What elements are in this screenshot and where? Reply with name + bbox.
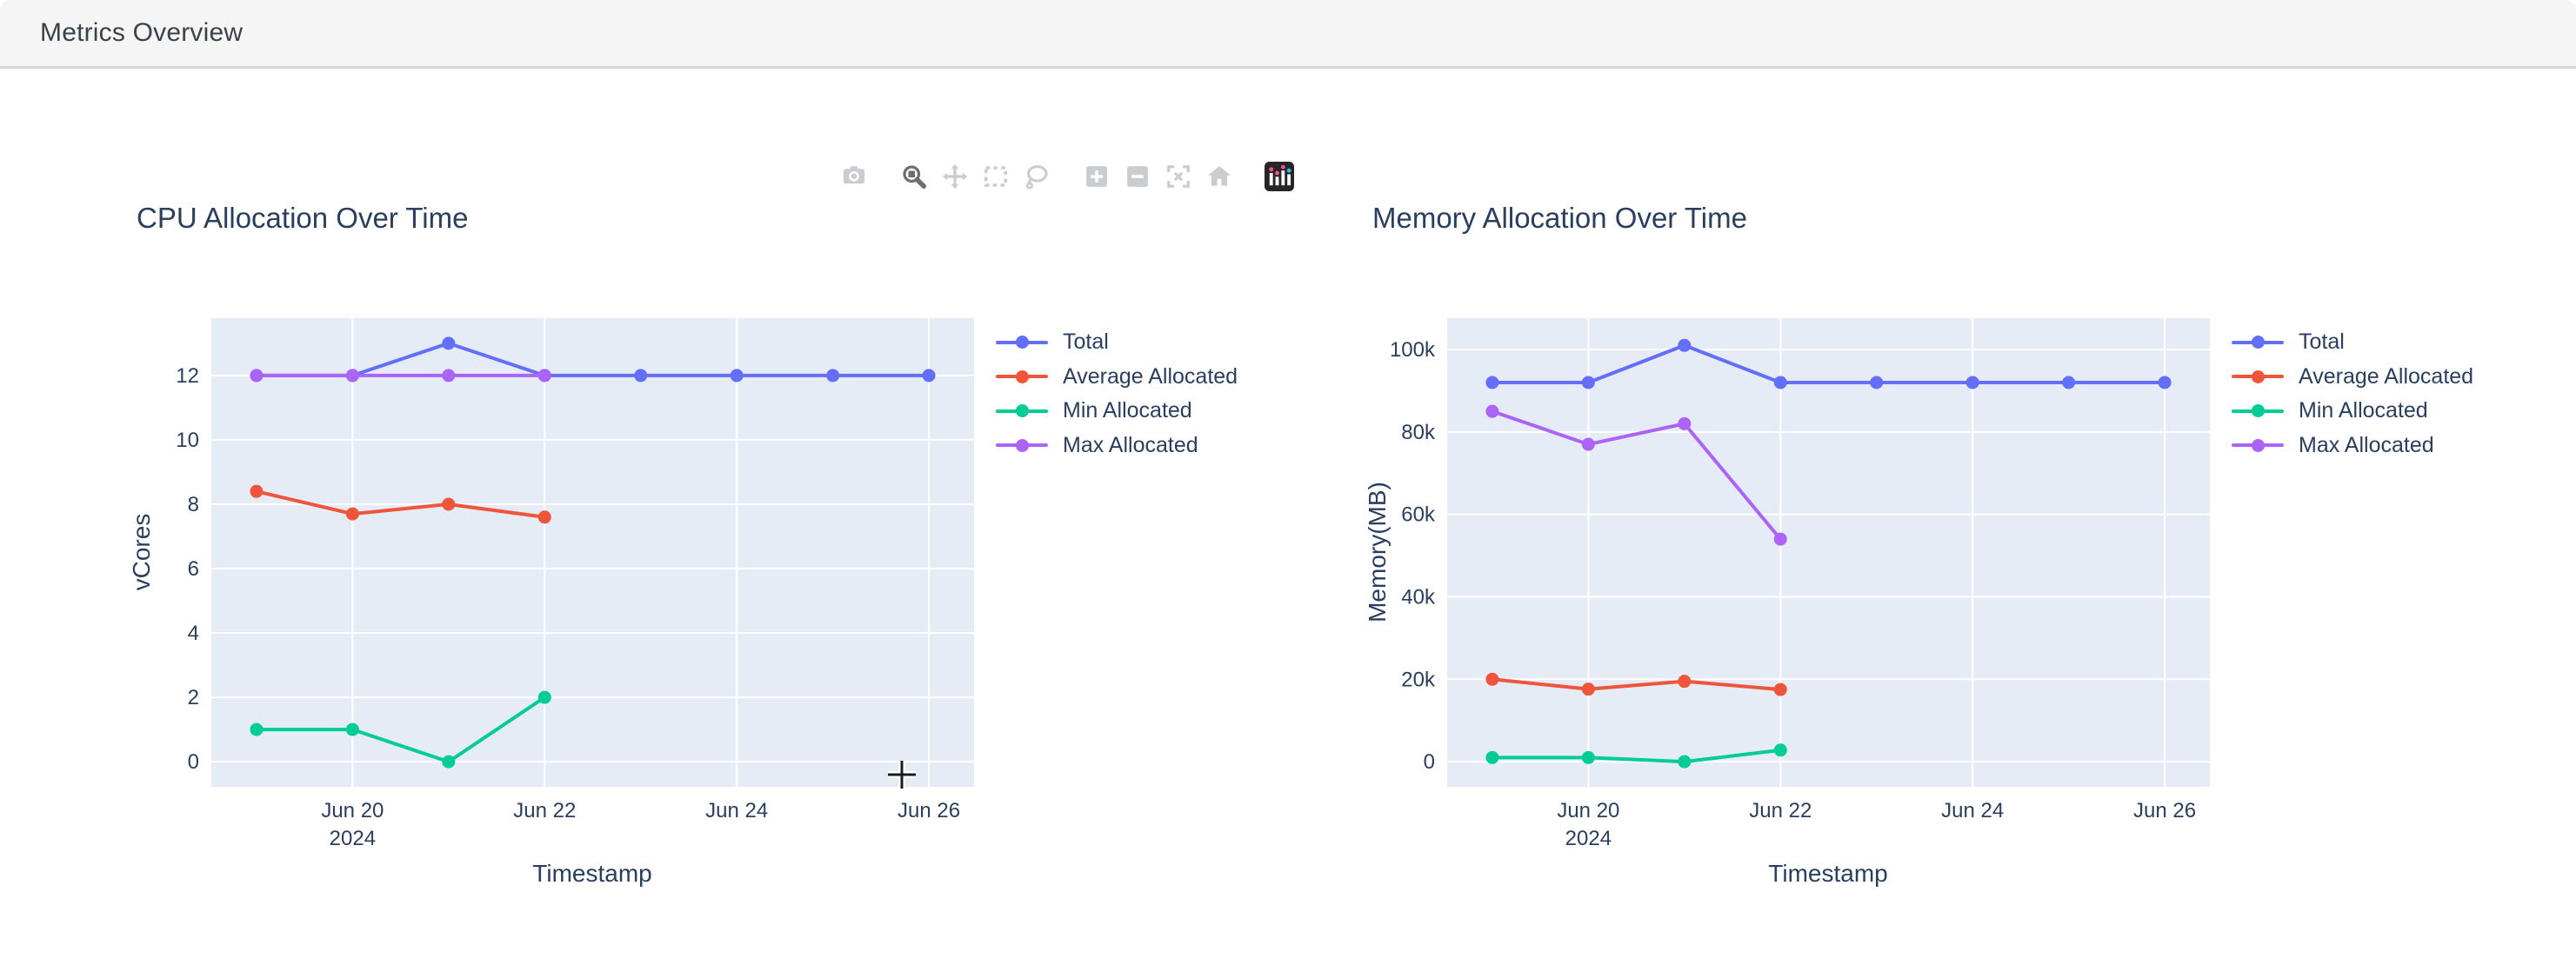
cpu-chart-figure: 0 2 4 6 8 10 12 Jun 20 2024 Jun 22 Jun 24 Jun 26 vC…: [0, 71, 1340, 972]
dashboard-canvas: 0 2 4 6 8 10 12 Jun 20 2024 Jun 22 Jun 24 Jun 26 vC…: [0, 71, 2576, 972]
plot-layer: 0 20k 40k 60k 80k 100k Jun 20 2024 Jun 22 Jun 24 J…: [1390, 318, 2210, 850]
series-average-allocated: [1485, 672, 1787, 696]
legend-sample: [996, 404, 1048, 418]
y-tick-label: 6: [188, 557, 199, 581]
y-tick-label: 60k: [1401, 503, 1436, 527]
legend-item-min-allocated[interactable]: Min Allocated: [996, 394, 1238, 429]
y-tick-label: 0: [1424, 750, 1435, 774]
y-tick-label: 20k: [1401, 668, 1436, 691]
y-tick-label: 8: [188, 493, 199, 516]
series-total: [1485, 338, 2172, 389]
plotly-logo-icon[interactable]: [1265, 162, 1294, 191]
chart-title: Memory Allocation Over Time: [1372, 202, 1747, 234]
x-tick-label: Jun 24: [1941, 799, 2004, 822]
legend: Total Average Allocated Min Allocated Max A…: [996, 325, 1238, 463]
y-tick-label: 80k: [1401, 421, 1436, 444]
x-axis-title: Timestamp: [532, 860, 651, 887]
legend: Total Average Allocated Min Allocated Max A…: [2232, 325, 2473, 463]
plot-area[interactable]: [211, 318, 974, 787]
x-tick-sublabel: 2024: [1565, 827, 1612, 850]
window-titlebar: Metrics Overview: [0, 0, 2576, 69]
y-tick-label: 10: [176, 429, 199, 452]
autoscale-icon[interactable]: [1164, 162, 1193, 191]
x-tick-label: Jun 24: [705, 799, 768, 822]
legend-item-min-allocated[interactable]: Min Allocated: [2232, 394, 2473, 429]
x-tick-label: Jun 26: [2133, 799, 2196, 822]
y-tick-label: 100k: [1390, 338, 1436, 362]
legend-label: Max Allocated: [2299, 432, 2434, 457]
x-tick-label: Jun 22: [513, 799, 576, 822]
x-tick-sublabel: 2024: [330, 827, 376, 850]
y-tick-label: 2: [188, 686, 199, 709]
lasso-select-icon[interactable]: [1022, 162, 1051, 191]
pan-icon[interactable]: [940, 162, 970, 191]
zoom-icon[interactable]: [899, 162, 929, 191]
series-max-allocated: [1485, 404, 1787, 546]
series-average-allocated: [250, 484, 551, 524]
legend-label: Min Allocated: [1063, 398, 1192, 423]
legend-item-average-allocated[interactable]: Average Allocated: [996, 360, 1238, 395]
legend-sample: [2232, 438, 2284, 452]
x-tick-label: Jun 26: [898, 799, 960, 822]
legend-label: Total: [1063, 330, 1109, 355]
legend-item-max-allocated[interactable]: Max Allocated: [996, 429, 1238, 463]
plot-area[interactable]: [1447, 318, 2210, 787]
legend-sample: [2232, 369, 2284, 383]
legend-item-total[interactable]: Total: [2232, 325, 2473, 360]
x-axis-title: Timestamp: [1768, 860, 1887, 887]
legend-label: Total: [2299, 330, 2345, 355]
legend-item-average-allocated[interactable]: Average Allocated: [2232, 360, 2473, 395]
legend-label: Average Allocated: [1063, 363, 1238, 389]
legend-item-total[interactable]: Total: [996, 325, 1238, 360]
legend-label: Average Allocated: [2299, 363, 2474, 389]
legend-item-max-allocated[interactable]: Max Allocated: [2232, 429, 2473, 463]
x-tick-label: Jun 22: [1749, 799, 1812, 822]
modebar: [839, 160, 1294, 193]
legend-sample: [2232, 336, 2284, 350]
home-icon[interactable]: [1205, 162, 1234, 191]
legend-sample: [2232, 404, 2284, 418]
legend-label: Min Allocated: [2299, 398, 2428, 423]
legend-sample: [996, 369, 1048, 383]
legend-sample: [996, 336, 1048, 350]
y-axis-title: Memory(MB): [1364, 482, 1391, 622]
zoom-out-icon[interactable]: [1123, 162, 1152, 191]
zoom-in-icon[interactable]: [1082, 162, 1111, 191]
y-tick-label: 4: [188, 622, 199, 645]
series-max-allocated: [250, 369, 551, 383]
cpu-plot-svg: 0 2 4 6 8 10 12 Jun 20 2024 Jun 22 Jun 24 Jun 26 vC…: [128, 318, 974, 887]
legend-label: Max Allocated: [1063, 432, 1198, 457]
y-tick-label: 0: [188, 750, 199, 774]
memory-plot-svg: 0 20k 40k 60k 80k 100k Jun 20 2024 Jun 22 Jun 24 J…: [1364, 318, 2210, 887]
x-tick-label: Jun 20: [321, 799, 384, 822]
memory-chart-figure: 0 20k 40k 60k 80k 100k Jun 20 2024 Jun 22 Jun 24 J…: [1236, 71, 2576, 972]
chart-title: CPU Allocation Over Time: [137, 202, 469, 234]
y-tick-label: 12: [176, 364, 199, 388]
camera-icon[interactable]: [839, 162, 869, 191]
window-title: Metrics Overview: [40, 18, 244, 47]
series-min-allocated: [250, 690, 551, 769]
y-axis-title: vCores: [128, 514, 155, 591]
box-select-icon[interactable]: [981, 162, 1011, 191]
y-tick-label: 40k: [1401, 585, 1436, 609]
series-min-allocated: [1485, 743, 1787, 769]
legend-sample: [996, 438, 1048, 452]
x-tick-label: Jun 20: [1557, 799, 1619, 822]
plot-layer: 0 2 4 6 8 10 12 Jun 20 2024 Jun 22 Jun 24 Jun 26: [176, 318, 974, 850]
